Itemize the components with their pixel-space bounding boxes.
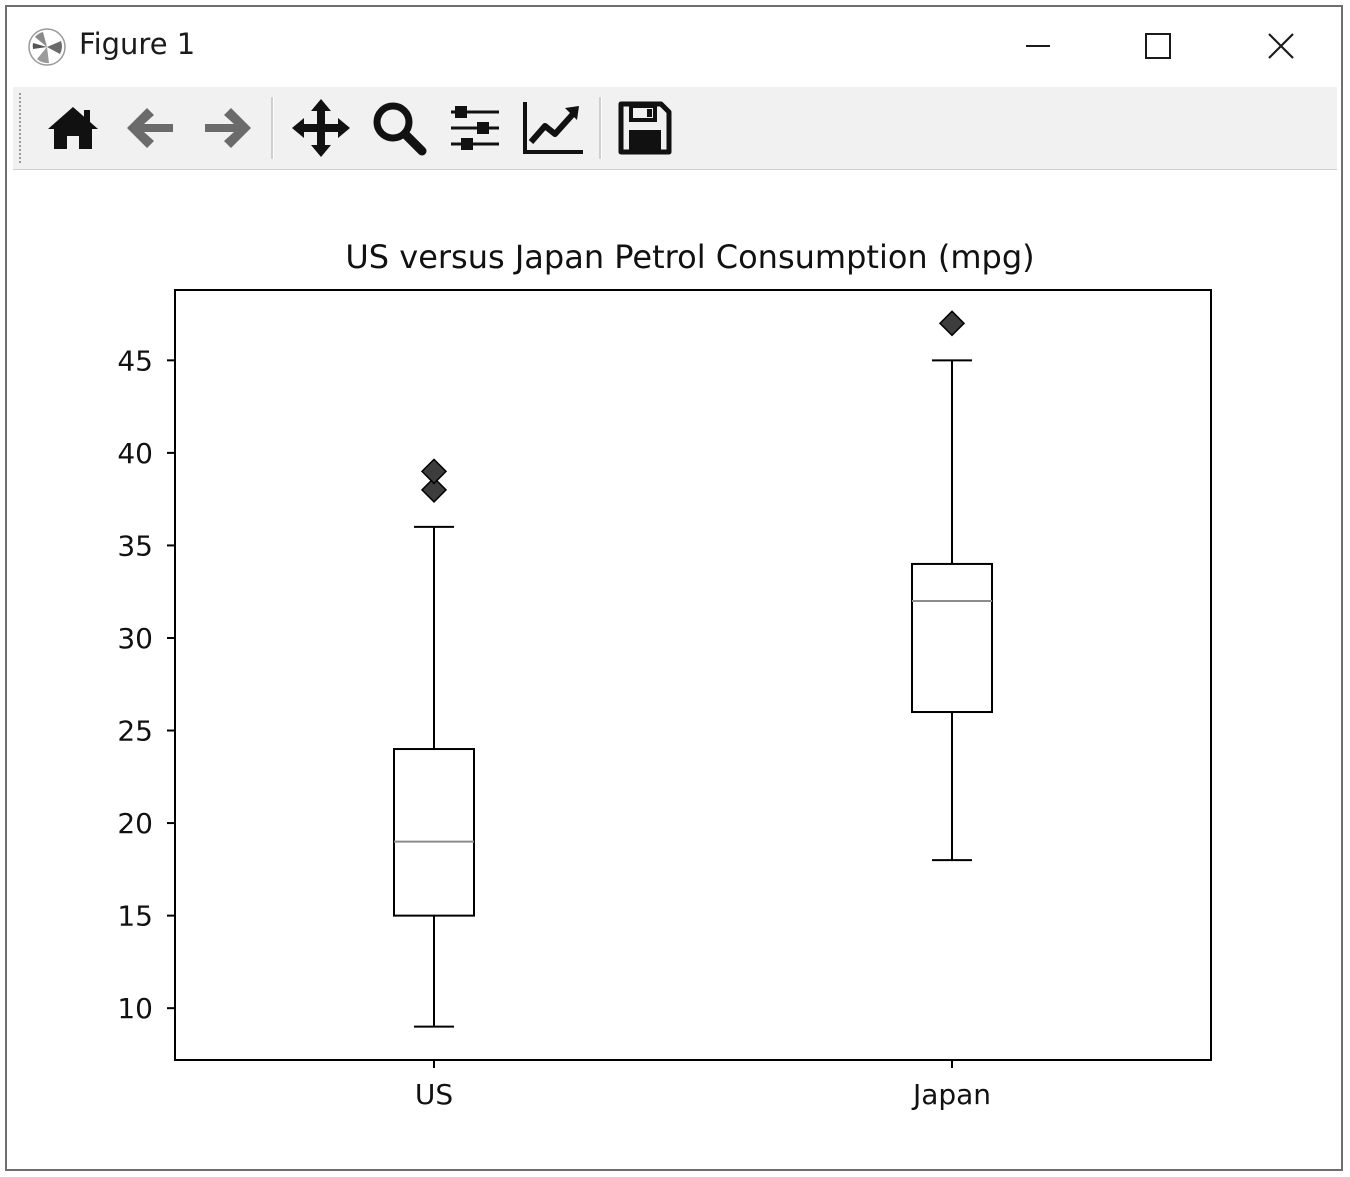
x-tick-label: US [415,1078,453,1111]
box-group-japan [911,310,993,862]
maximize-icon [1145,33,1171,59]
y-tick-label: 35 [117,529,153,562]
navigation-toolbar [13,87,1337,170]
edit-axes-button[interactable] [519,93,587,163]
y-tick-label: 30 [117,622,153,655]
maximize-button[interactable] [1127,21,1189,71]
chart-title: US versus Japan Petrol Consumption (mpg) [345,238,1034,276]
pan-move-icon [292,99,350,157]
close-icon [1268,33,1294,59]
outlier-point [420,458,448,485]
edit-axes-icon [523,102,583,154]
close-button[interactable] [1250,21,1312,71]
minimize-icon [1026,45,1050,47]
y-tick-label: 20 [117,807,153,840]
matplotlib-logo-icon [28,28,66,66]
outlier-point [420,476,448,503]
back-button[interactable] [117,93,185,163]
x-tick-label: Japan [911,1078,991,1111]
interquartile-box [911,562,993,714]
save-floppy-icon [618,101,672,155]
subplots-sliders-icon [451,106,499,150]
window-title: Figure 1 [79,27,196,61]
plot-area[interactable] [174,289,1212,1061]
y-tick-label: 40 [117,437,153,470]
title-bar[interactable]: Figure 1 [7,7,1341,87]
toolbar-grip[interactable] [19,93,24,163]
y-tick-label: 15 [117,900,153,933]
boxes-layer [393,310,993,1028]
y-tick-label: 45 [117,344,153,377]
y-axis: 10 15 20 25 30 35 40 45 [117,344,175,1025]
box-group-us [393,458,475,1028]
zoom-magnifier-icon [373,102,427,156]
save-button[interactable] [611,93,679,163]
minimize-button[interactable] [1007,21,1069,71]
toolbar-separator [271,97,274,159]
toolbar-separator [599,97,602,159]
zoom-button[interactable] [365,93,433,163]
home-button[interactable] [39,93,107,163]
interquartile-box [393,748,475,917]
subplots-button[interactable] [441,93,509,163]
forward-arrow-icon [205,108,251,148]
back-arrow-icon [127,108,173,148]
pan-button[interactable] [287,93,355,163]
y-tick-label: 25 [117,715,153,748]
forward-button[interactable] [193,93,261,163]
y-tick-label: 10 [117,992,153,1025]
x-axis: US Japan [415,1060,991,1111]
home-icon [48,107,98,149]
outlier-point [938,310,966,337]
